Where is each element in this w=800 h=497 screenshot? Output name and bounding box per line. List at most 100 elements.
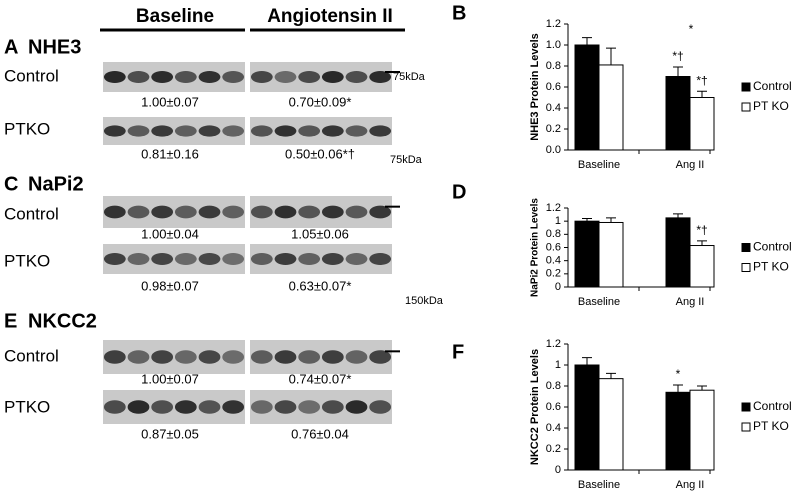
y-tick-label: 0.2 bbox=[546, 123, 561, 135]
significance-mark: *† bbox=[696, 223, 707, 237]
error-bar bbox=[673, 213, 683, 218]
legend-label: PT KO bbox=[753, 260, 789, 274]
blot-band bbox=[151, 350, 174, 364]
blot-band bbox=[345, 350, 368, 364]
y-tick-label: 0.8 bbox=[546, 228, 561, 240]
blot-band bbox=[222, 253, 245, 265]
significance-mark: *† bbox=[696, 73, 707, 87]
legend-swatch bbox=[741, 243, 751, 252]
blot-band bbox=[298, 350, 321, 364]
y-tick-label: 0.6 bbox=[546, 241, 561, 253]
x-tick-label: Ang II bbox=[676, 479, 705, 491]
error-bar bbox=[582, 37, 592, 45]
blot-strip bbox=[103, 196, 245, 228]
protein-name: NHE3 bbox=[28, 36, 81, 58]
blot-band bbox=[321, 125, 344, 137]
y-tick-label: 0.6 bbox=[546, 401, 561, 413]
quant-value: 1.00±0.04 bbox=[141, 226, 199, 241]
legend-label: PT KO bbox=[753, 419, 789, 433]
blot-band bbox=[127, 350, 150, 364]
quant-value: 0.98±0.07 bbox=[141, 278, 199, 293]
blot-band bbox=[274, 125, 297, 137]
blot-band bbox=[198, 400, 221, 414]
legend-label: Control bbox=[753, 79, 792, 93]
blot-band bbox=[321, 205, 344, 219]
blot-band bbox=[103, 253, 126, 265]
bar bbox=[689, 245, 715, 288]
x-tick-label: Baseline bbox=[578, 159, 620, 171]
y-tick-label: 1 bbox=[555, 215, 561, 227]
blot-strip bbox=[103, 340, 245, 374]
blot-strip bbox=[250, 196, 392, 228]
quant-value: 0.87±0.05 bbox=[141, 426, 199, 441]
blot-band bbox=[222, 125, 245, 137]
error-bar bbox=[697, 90, 707, 98]
error-bar bbox=[606, 217, 616, 223]
blot-band bbox=[198, 71, 221, 83]
blot-band bbox=[174, 350, 197, 364]
panel-letter: C bbox=[4, 173, 18, 195]
significance-mark: *† bbox=[672, 49, 683, 63]
panel-letter: D bbox=[452, 181, 466, 203]
blot-band bbox=[298, 71, 321, 83]
row-label: Control bbox=[4, 66, 59, 85]
bar bbox=[574, 220, 600, 288]
blot-band bbox=[369, 400, 392, 414]
blot-band bbox=[174, 125, 197, 137]
blot-band bbox=[345, 71, 368, 83]
blot-strip bbox=[103, 244, 245, 274]
blot-band bbox=[345, 400, 368, 414]
blot-band bbox=[345, 253, 368, 265]
error-bar bbox=[582, 357, 592, 365]
blot-band bbox=[198, 253, 221, 265]
bar bbox=[598, 221, 624, 288]
bar bbox=[574, 44, 600, 151]
legend-label: Control bbox=[753, 399, 792, 413]
y-tick-label: 0 bbox=[555, 281, 561, 293]
blot-band bbox=[321, 350, 344, 364]
marker-label: 75kDa bbox=[393, 71, 426, 83]
row-label: Control bbox=[4, 346, 59, 365]
blot-band bbox=[103, 400, 126, 414]
blot-band bbox=[250, 71, 273, 83]
blot-strip bbox=[250, 390, 392, 424]
legend-swatch bbox=[741, 422, 751, 432]
blot-band bbox=[274, 400, 297, 414]
blot-band bbox=[174, 205, 197, 219]
protein-name: NKCC2 bbox=[28, 310, 97, 332]
blot-band bbox=[103, 350, 126, 364]
x-tick-label: Ang II bbox=[676, 159, 705, 171]
y-tick-label: 0.8 bbox=[546, 60, 561, 72]
blot-band bbox=[250, 205, 273, 219]
y-tick-label: 1.2 bbox=[546, 202, 561, 214]
blot-band bbox=[369, 125, 392, 137]
legend-swatch bbox=[741, 82, 751, 92]
quant-value: 1.00±0.07 bbox=[141, 94, 199, 109]
blot-band bbox=[103, 71, 126, 83]
bar bbox=[574, 364, 600, 471]
blot-band bbox=[127, 125, 150, 137]
blot-band bbox=[151, 125, 174, 137]
error-bar bbox=[697, 240, 707, 246]
blot-strip bbox=[250, 244, 392, 274]
bar bbox=[689, 97, 715, 151]
error-bar bbox=[673, 384, 683, 393]
blot-band bbox=[345, 125, 368, 137]
y-axis-label: NaPi2 Protein Levels bbox=[530, 198, 541, 297]
legend-swatch bbox=[741, 402, 751, 412]
blot-band bbox=[298, 400, 321, 414]
blot-strip bbox=[250, 117, 392, 145]
blot-band bbox=[321, 71, 344, 83]
significance-mark: * bbox=[689, 22, 694, 36]
marker-label: 75kDa bbox=[390, 154, 423, 166]
blot-band bbox=[151, 253, 174, 265]
row-label: PTKO bbox=[4, 251, 50, 270]
x-tick-label: Baseline bbox=[578, 479, 620, 491]
y-tick-label: 1.2 bbox=[546, 338, 561, 350]
blot-band bbox=[250, 350, 273, 364]
blot-band bbox=[103, 125, 126, 137]
column-header: Baseline bbox=[136, 6, 214, 27]
quant-value: 1.05±0.06 bbox=[291, 226, 349, 241]
quant-value: 0.74±0.07* bbox=[289, 371, 352, 386]
y-tick-label: 0.4 bbox=[546, 255, 561, 267]
